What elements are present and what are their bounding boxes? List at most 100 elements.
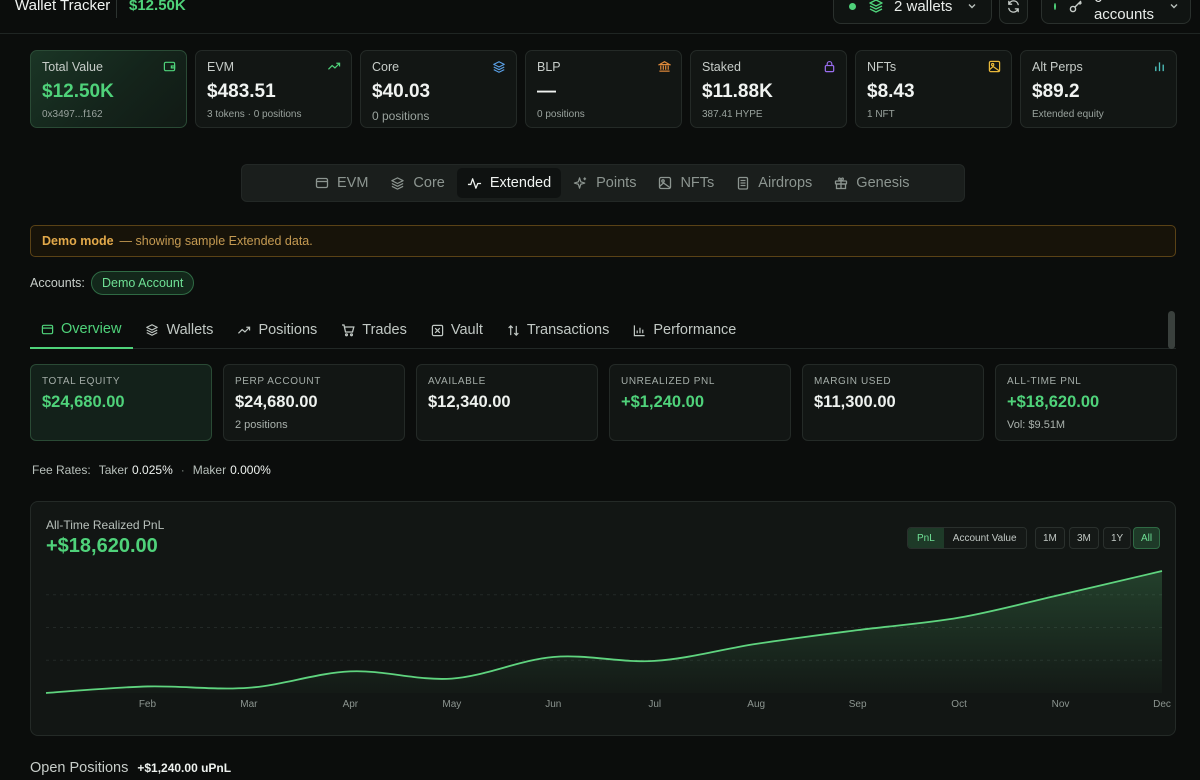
main-tab-bar: EVM Core Extended Points NFTs Airdrops G… [241, 164, 965, 202]
image-icon [658, 176, 680, 190]
stat-value: $483.51 [207, 81, 276, 102]
image-icon [988, 60, 1001, 73]
metric-value: $24,680.00 [235, 393, 318, 411]
metric-card-all-time-pnl: ALL-TIME PNL +$18,620.00 Vol: $9.51M [995, 364, 1177, 441]
tab-label: Airdrops [758, 175, 813, 191]
wallet-icon [315, 176, 337, 190]
x-tick-label: May [442, 699, 461, 710]
metric-card-unrealized-pnl: UNREALIZED PNL +$1,240.00 [609, 364, 791, 441]
x-tick-label: Jul [648, 699, 661, 710]
chevron-down-icon [1168, 0, 1190, 12]
stat-value: $89.2 [1032, 81, 1080, 102]
range-1m-button[interactable]: 1M [1035, 527, 1065, 549]
tab-genesis[interactable]: Genesis [824, 168, 919, 198]
stat-card-blp[interactable]: BLP — 0 positions [525, 50, 682, 128]
x-tick-label: Mar [240, 699, 258, 710]
demo-mode-title: Demo mode [42, 234, 114, 248]
tab-label: Extended [489, 175, 552, 191]
clipboard-icon [736, 176, 758, 190]
x-tick-label: Aug [747, 699, 765, 710]
open-positions-upnl: +$1,240.00 uPnL [137, 761, 232, 775]
pnl-chart: Feb Mar Apr May Jun Jul Aug Sep Oct Nov Dec [45, 570, 1171, 710]
toggle-account-value[interactable]: Account Value [943, 528, 1026, 548]
x-tick-label: Apr [343, 699, 359, 710]
layers-icon [492, 60, 506, 74]
stat-value: $12.50K [42, 81, 114, 102]
taker-fee-value: 0.025% [132, 463, 173, 477]
subtab-performance[interactable]: Performance [621, 312, 748, 349]
metric-sub: Vol: $9.51M [1007, 419, 1066, 431]
chevron-down-icon [966, 0, 988, 12]
metric-card-available: AVAILABLE $12,340.00 [416, 364, 598, 441]
wallet-icon [41, 323, 61, 336]
subtab-trades[interactable]: Trades [329, 312, 419, 349]
stat-value: $40.03 [372, 81, 431, 102]
stat-label: Staked [702, 60, 741, 74]
stat-card-staked[interactable]: Staked $11.88K 387.41 HYPE [690, 50, 847, 128]
stat-card-nfts[interactable]: NFTs $8.43 1 NFT [855, 50, 1012, 128]
bar-chart-icon [1153, 60, 1166, 73]
subtab-overview[interactable]: Overview [30, 312, 134, 349]
stat-label: Alt Perps [1032, 60, 1083, 74]
tab-label: EVM [337, 175, 369, 191]
tab-label: Core [413, 175, 445, 191]
subtab-wallets[interactable]: Wallets [133, 312, 225, 349]
stat-label: NFTs [867, 60, 897, 74]
stat-card-total-value[interactable]: Total Value $12.50K 0x3497...f162 [30, 50, 187, 128]
stat-label: Total Value [42, 60, 103, 74]
lock-icon [823, 60, 836, 73]
stat-card-core[interactable]: Core $40.03 0 positions [360, 50, 517, 128]
subtab-label: Positions [258, 322, 318, 338]
stat-card-evm[interactable]: EVM $483.51 3 tokens · 0 positions [195, 50, 352, 128]
refresh-button[interactable] [999, 0, 1028, 24]
app-title: Wallet Tracker [15, 0, 111, 14]
taker-label: Taker [98, 463, 129, 477]
tab-airdrops[interactable]: Airdrops [726, 168, 822, 198]
stat-sub: 0 positions [537, 109, 585, 120]
x-tick-label: Jun [545, 699, 561, 710]
x-tick-label: Dec [1153, 699, 1171, 710]
subtab-label: Performance [653, 322, 737, 338]
subtab-positions[interactable]: Positions [225, 312, 329, 349]
accounts-label: 6 accounts [1093, 0, 1155, 23]
tab-evm[interactable]: EVM [305, 168, 378, 198]
metric-value: $24,680.00 [42, 393, 125, 411]
accounts-label: Accounts: [30, 276, 85, 290]
stat-value: — [537, 81, 556, 102]
metric-label: ALL-TIME PNL [1007, 376, 1082, 387]
range-all-button[interactable]: All [1133, 527, 1161, 549]
x-tick-label: Nov [1052, 699, 1070, 710]
toggle-pnl[interactable]: PnL [908, 528, 944, 548]
metric-value: $11,300.00 [814, 393, 896, 411]
stat-sub: 0 positions [372, 109, 430, 123]
range-3m-button[interactable]: 3M [1069, 527, 1099, 549]
fee-rates: Fee Rates: Taker 0.025% · Maker 0.000% [32, 463, 271, 477]
tab-nfts[interactable]: NFTs [648, 168, 724, 198]
tab-points[interactable]: Points [563, 168, 646, 198]
tab-label: Genesis [856, 175, 910, 191]
separator-dot: · [180, 463, 185, 477]
accounts-selector[interactable]: 6 accounts [1041, 0, 1191, 24]
account-chip-demo[interactable]: Demo Account [91, 271, 195, 295]
wallets-label: 2 wallets [894, 0, 953, 15]
maker-fee-value: 0.000% [230, 463, 271, 477]
subtab-transactions[interactable]: Transactions [495, 312, 621, 349]
scrollbar-thumb[interactable] [1168, 311, 1175, 349]
wallet-icon [163, 60, 176, 73]
metric-value: $12,340.00 [428, 393, 511, 411]
range-1y-button[interactable]: 1Y [1103, 527, 1132, 549]
stat-card-alt-perps[interactable]: Alt Perps $89.2 Extended equity [1020, 50, 1177, 128]
subtab-vault[interactable]: Vault [419, 312, 495, 349]
key-icon [1068, 0, 1094, 14]
tab-core[interactable]: Core [380, 168, 454, 198]
bank-icon [658, 60, 671, 73]
stat-value: $11.88K [702, 81, 773, 102]
tab-extended[interactable]: Extended [456, 168, 562, 198]
stat-value: $8.43 [867, 81, 915, 102]
subtab-label: Vault [450, 322, 483, 338]
cart-icon [341, 323, 362, 337]
metric-card-perp-account: PERP ACCOUNT $24,680.00 2 positions [223, 364, 405, 441]
wallets-selector[interactable]: 2 wallets [833, 0, 992, 24]
header-total-value: $12.50K [129, 0, 186, 14]
pnl-series-line [45, 570, 1163, 694]
